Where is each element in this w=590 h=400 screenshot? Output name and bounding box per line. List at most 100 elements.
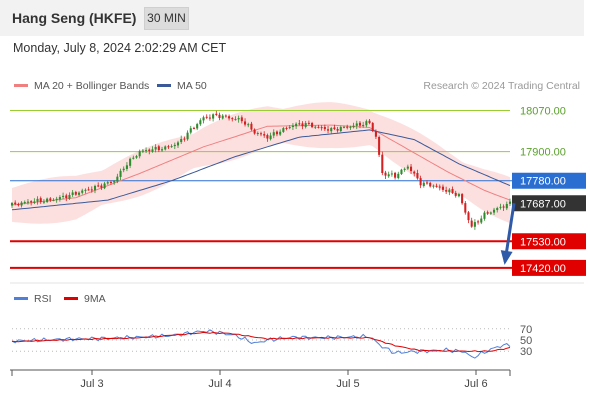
legend-rsi-ma: 9MA — [64, 293, 106, 305]
candle-body — [106, 182, 109, 184]
candle-body — [68, 194, 71, 199]
candle-body — [256, 133, 259, 135]
candle-body — [505, 203, 508, 209]
candle-body — [49, 198, 52, 201]
candle-body — [489, 212, 492, 214]
candle-body — [46, 198, 49, 202]
candle-body — [365, 121, 368, 126]
candle-body — [125, 165, 128, 169]
candle-body — [74, 192, 77, 195]
candle-body — [451, 189, 454, 193]
level-label-resistance: 17900.00 — [520, 147, 566, 159]
credit-label: Research © 2024 Trading Central — [423, 80, 580, 92]
candle-body — [304, 123, 307, 127]
ma20-swatch — [14, 83, 28, 87]
legend-ma50: MA 50 — [157, 80, 207, 92]
candle-body — [397, 173, 400, 179]
candle-body — [470, 220, 473, 227]
candle-body — [157, 146, 160, 151]
candle-body — [138, 151, 141, 157]
candle-body — [368, 120, 371, 124]
level-label-support: 17530.00 — [520, 236, 566, 248]
rsi-ma-label: 9MA — [84, 293, 106, 305]
candle-body — [119, 170, 122, 177]
candle-body — [387, 174, 390, 177]
rsi-tick-label: 30 — [520, 346, 532, 358]
rsi-line — [11, 329, 511, 359]
candle-body — [170, 146, 173, 148]
candle-body — [323, 126, 326, 130]
candle-body — [173, 144, 176, 147]
candle-body — [285, 127, 288, 129]
candle-body — [477, 221, 480, 223]
candle-body — [30, 201, 33, 203]
candle-body — [288, 127, 291, 129]
candle-body — [116, 176, 119, 182]
candle-body — [17, 203, 20, 206]
candle-body — [90, 189, 93, 191]
candle-body — [371, 123, 374, 131]
candle-body — [122, 168, 125, 171]
level-tag-pivot — [512, 172, 586, 189]
level-label-support: 17420.00 — [520, 263, 566, 275]
candle-body — [422, 182, 425, 186]
candle-body — [445, 190, 448, 192]
candle-body — [26, 201, 29, 203]
candle-body — [55, 198, 58, 200]
candle-body — [508, 201, 512, 204]
candle-body — [145, 150, 148, 152]
candle-body — [97, 185, 100, 187]
candle-body — [464, 203, 467, 213]
candle-body — [237, 118, 240, 120]
candle-body — [432, 185, 435, 187]
x-tick-label: Jul 4 — [208, 378, 231, 390]
level-label-pivot: 17780.00 — [520, 176, 566, 188]
ma50-label: MA 50 — [177, 80, 207, 92]
candle-body — [269, 135, 272, 140]
candle-body — [14, 202, 17, 205]
level-tag-support — [512, 259, 586, 276]
candle-body — [374, 131, 377, 137]
candle-body — [438, 186, 441, 188]
candle-body — [224, 115, 227, 117]
candle-body — [100, 185, 103, 188]
candle-body — [42, 201, 45, 203]
candle-body — [250, 123, 253, 130]
candle-body — [429, 182, 432, 187]
x-tick-label: Jul 5 — [336, 378, 359, 390]
candle-body — [502, 206, 505, 208]
candle-body — [161, 149, 164, 151]
candle-body — [493, 209, 496, 213]
level-tag-support — [512, 233, 586, 250]
candle-body — [342, 126, 346, 128]
candle-body — [279, 131, 282, 135]
candle-body — [39, 198, 42, 202]
instrument-title: Hang Seng (HKFE) — [12, 10, 137, 26]
candle-body — [141, 150, 144, 152]
candle-body — [189, 128, 192, 133]
candle-body — [441, 186, 444, 190]
rsi-tick-label: 50 — [520, 335, 532, 347]
datetime-label: Monday, July 8, 2024 2:02:29 AM CET — [13, 41, 227, 55]
candle-body — [381, 154, 384, 174]
candle-body — [176, 142, 180, 146]
candle-body — [259, 133, 263, 135]
candle-body — [234, 119, 237, 121]
level-tag-last — [512, 195, 586, 212]
candle-body — [362, 124, 365, 127]
candle-body — [457, 194, 460, 197]
candle-body — [58, 197, 61, 200]
candle-body — [10, 203, 14, 206]
level-label-resistance: 18070.00 — [520, 106, 566, 118]
candle-body — [425, 182, 429, 184]
rsi-ma-line — [11, 331, 511, 353]
candle-body — [135, 156, 138, 158]
candle-body — [151, 149, 154, 152]
timeframe-button[interactable]: 30 MIN — [144, 7, 189, 30]
candle-body — [435, 185, 438, 187]
candle-body — [20, 202, 23, 206]
candle-body — [192, 127, 195, 129]
candle-body — [154, 146, 157, 150]
candle-body — [301, 123, 304, 127]
